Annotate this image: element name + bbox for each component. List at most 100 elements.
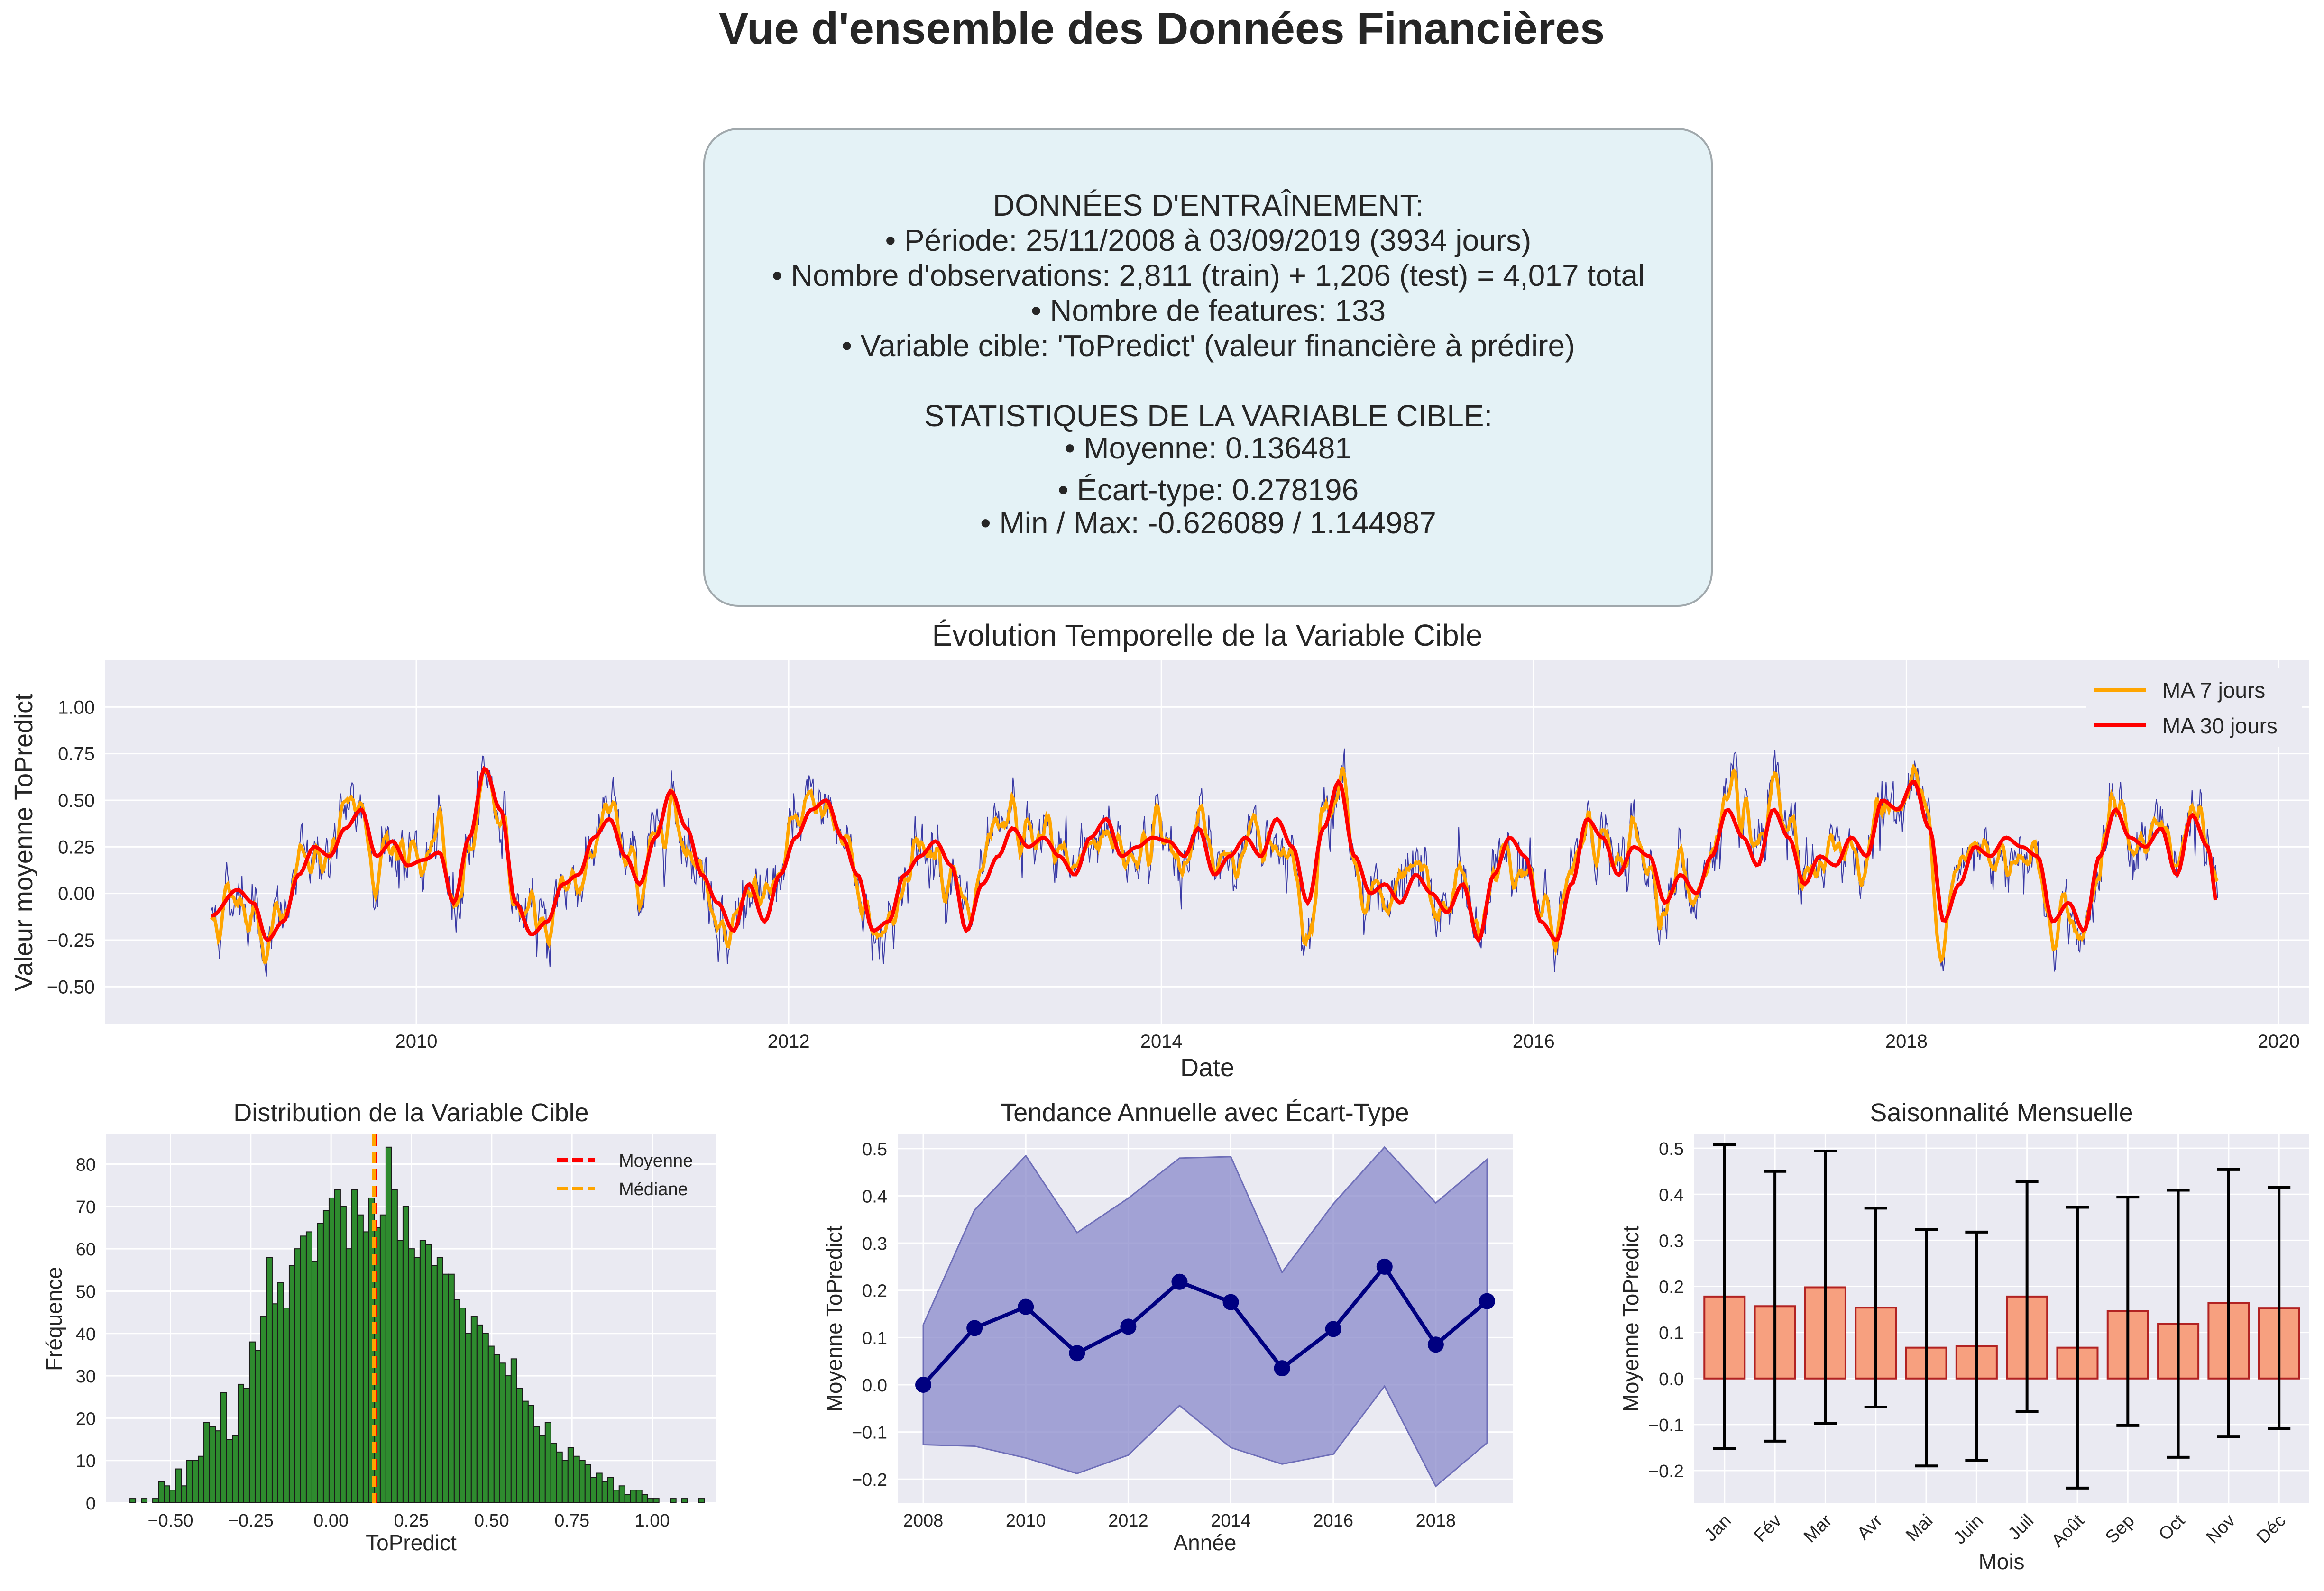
- y-tick-label: 40: [76, 1325, 96, 1344]
- info-line-10: • Min / Max: -0.626089 / 1.144987: [980, 506, 1436, 540]
- x-tick-label: 0.00: [313, 1511, 349, 1531]
- annual-title: Tendance Annuelle avec Écart-Type: [1001, 1098, 1409, 1127]
- histogram-bar: [334, 1189, 341, 1504]
- y-tick-label: 10: [76, 1452, 96, 1472]
- x-tick-label: 2020: [2258, 1031, 2300, 1052]
- histogram-bar: [277, 1282, 284, 1503]
- histogram-bar: [215, 1430, 222, 1503]
- histogram-ticks: 0 10 20 30 40 50 60 70 80 −0.50 −0.25 0.00 0.25 0.50 0…: [76, 1155, 670, 1531]
- timeseries-xlabel: Date: [1180, 1053, 1234, 1082]
- info-line-8: • Moyenne: 0.136481: [1065, 431, 1352, 465]
- mean-point: [1222, 1294, 1239, 1310]
- histogram-bar: [698, 1498, 705, 1503]
- histogram-bars: [129, 1146, 705, 1504]
- timeseries-x-ticks: 2010 2012 2014 2016 2018 2020: [395, 1031, 2300, 1052]
- histogram-bar: [351, 1189, 358, 1504]
- timeseries-series: [210, 748, 2219, 977]
- histogram-bar: [396, 1240, 404, 1503]
- series-ma30-line: [211, 766, 2218, 944]
- histogram-bar: [260, 1316, 267, 1503]
- annual-xlabel: Année: [1173, 1530, 1236, 1555]
- histogram-bar: [544, 1422, 551, 1503]
- histogram-bar: [487, 1345, 495, 1504]
- x-tick-label: 2016: [1513, 1031, 1555, 1052]
- y-tick-label: 0.1: [1659, 1324, 1684, 1344]
- histogram-bar: [203, 1422, 211, 1503]
- y-tick-label: −0.2: [1648, 1462, 1684, 1481]
- histogram-bar: [442, 1273, 449, 1503]
- x-tick-label: 0.25: [394, 1511, 429, 1531]
- histogram-bar: [470, 1316, 478, 1503]
- y-tick-label: −0.2: [852, 1470, 887, 1490]
- histogram-bar: [522, 1400, 529, 1504]
- histogram-bar: [345, 1248, 352, 1503]
- y-tick-label: −0.1: [1648, 1416, 1684, 1436]
- histogram-bar: [601, 1481, 608, 1503]
- legend-label-moyenne: Moyenne: [619, 1151, 693, 1171]
- monthly-title: Saisonnalité Mensuelle: [1870, 1098, 2133, 1127]
- histogram-bar: [624, 1494, 631, 1504]
- info-line-7: STATISTIQUES DE LA VARIABLE CIBLE:: [924, 399, 1493, 433]
- info-line-3: • Nombre d'observations: 2,811 (train) +…: [772, 258, 1645, 293]
- histogram-bar: [362, 1231, 369, 1503]
- y-tick-label: 0.5: [1659, 1139, 1684, 1159]
- histogram-bar: [459, 1308, 466, 1503]
- mean-point: [966, 1320, 983, 1336]
- histogram-bar: [328, 1197, 335, 1504]
- y-tick-label: 0.0: [862, 1376, 887, 1396]
- histogram-bar: [192, 1460, 199, 1504]
- histogram-bar: [322, 1210, 330, 1503]
- info-line-4: • Nombre de features: 133: [1031, 293, 1386, 328]
- histogram-bar: [186, 1460, 193, 1504]
- histogram-bar: [510, 1358, 517, 1503]
- histogram-bar: [425, 1244, 432, 1503]
- y-tick-label: 50: [76, 1282, 96, 1302]
- mean-line: [922, 1263, 1488, 1386]
- legend-label-ma7: MA 7 jours: [2162, 678, 2265, 703]
- histogram-bar: [499, 1362, 506, 1504]
- histogram-bar: [613, 1490, 620, 1503]
- histogram-bar: [129, 1498, 137, 1503]
- y-tick-label: 80: [76, 1155, 96, 1175]
- y-tick-label: 0.3: [1659, 1231, 1684, 1251]
- y-tick-label: 0.25: [58, 837, 95, 858]
- histogram-bar: [181, 1485, 188, 1504]
- histogram-bar: [516, 1388, 523, 1503]
- x-tick-label: 2008: [903, 1511, 944, 1531]
- histogram-bar: [567, 1447, 574, 1503]
- mean-point: [1274, 1360, 1290, 1377]
- histogram-bar: [254, 1350, 261, 1503]
- histogram-bar: [220, 1392, 228, 1504]
- legend-frame: [2086, 668, 2302, 747]
- histogram-bar: [294, 1248, 301, 1503]
- y-tick-label: 0.4: [1659, 1185, 1684, 1205]
- mean-point: [1376, 1258, 1393, 1275]
- histogram-bar: [556, 1451, 563, 1504]
- monthly-plot-area: [1694, 1134, 2309, 1503]
- monthly-xlabel: Mois: [1978, 1549, 2024, 1574]
- histogram-bar: [607, 1477, 614, 1504]
- y-tick-label: 0.50: [58, 790, 95, 811]
- histogram-bar: [550, 1443, 557, 1504]
- histogram-bar: [288, 1265, 295, 1503]
- histogram-bar: [436, 1257, 443, 1503]
- annual-ticks: −0.2 −0.1 0.0 0.1 0.2 0.3 0.4 0.5 2008 2010 2012 20…: [852, 1140, 1456, 1531]
- y-tick-label: 0.1: [862, 1328, 887, 1348]
- histogram-reference-lines: [372, 1134, 377, 1503]
- mean-point: [1479, 1293, 1495, 1309]
- histogram-bar: [635, 1490, 643, 1503]
- histogram-bar: [243, 1388, 250, 1503]
- histogram-bar: [493, 1354, 500, 1504]
- mean-point: [1171, 1273, 1188, 1290]
- y-tick-label: 0.5: [862, 1140, 887, 1160]
- histogram-bar: [198, 1455, 205, 1503]
- x-tick-label: 2012: [768, 1031, 810, 1052]
- histogram-ylabel: Fréquence: [42, 1267, 66, 1371]
- mean-point: [1120, 1318, 1137, 1335]
- legend-label-mediane: Médiane: [619, 1180, 688, 1199]
- y-tick-label: 0.2: [1659, 1278, 1684, 1298]
- y-tick-label: 0.3: [862, 1234, 887, 1254]
- y-tick-label: 20: [76, 1409, 96, 1429]
